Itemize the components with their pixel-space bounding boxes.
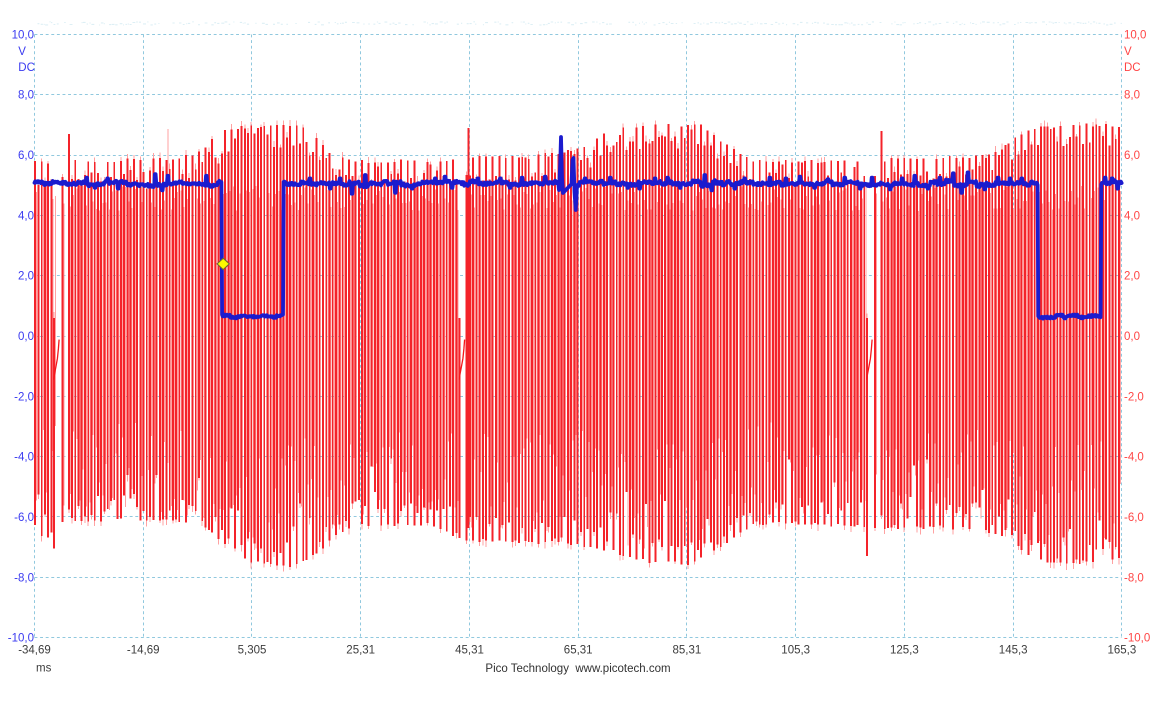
svg-text:65,31: 65,31 xyxy=(564,645,593,657)
svg-text:-4,0: -4,0 xyxy=(14,452,34,464)
svg-text:5,305: 5,305 xyxy=(238,645,267,657)
svg-text:DC: DC xyxy=(18,62,35,74)
svg-text:-14,69: -14,69 xyxy=(127,645,160,657)
svg-text:6,0: 6,0 xyxy=(18,150,34,162)
svg-text:-8,0: -8,0 xyxy=(14,572,34,584)
svg-text:85,31: 85,31 xyxy=(673,645,702,657)
svg-text:145,3: 145,3 xyxy=(999,645,1028,657)
svg-text:10,0: 10,0 xyxy=(1124,29,1146,41)
svg-text:45,31: 45,31 xyxy=(455,645,484,657)
svg-text:165,3: 165,3 xyxy=(1108,645,1137,657)
svg-text:-10,0: -10,0 xyxy=(1124,633,1150,645)
svg-text:-2,0: -2,0 xyxy=(14,391,34,403)
svg-text:4,0: 4,0 xyxy=(18,210,34,222)
svg-text:-2,0: -2,0 xyxy=(1124,391,1144,403)
svg-text:-34,69: -34,69 xyxy=(18,645,51,657)
svg-text:-8,0: -8,0 xyxy=(1124,572,1144,584)
svg-text:8,0: 8,0 xyxy=(18,90,34,102)
svg-text:10,0: 10,0 xyxy=(12,29,34,41)
svg-text:2,0: 2,0 xyxy=(1124,271,1140,283)
svg-text:105,3: 105,3 xyxy=(781,645,810,657)
svg-text:DC: DC xyxy=(1124,62,1141,74)
svg-text:125,3: 125,3 xyxy=(890,645,919,657)
svg-text:-10,0: -10,0 xyxy=(8,633,34,645)
svg-text:-6,0: -6,0 xyxy=(14,512,34,524)
svg-text:V: V xyxy=(18,46,26,58)
svg-text:25,31: 25,31 xyxy=(346,645,375,657)
svg-text:V: V xyxy=(1124,46,1132,58)
svg-text:ms: ms xyxy=(36,663,52,675)
svg-text:6,0: 6,0 xyxy=(1124,150,1140,162)
svg-text:Pico Technology www.picotech.: Pico Technology www.picotech.com xyxy=(485,663,670,675)
svg-text:-4,0: -4,0 xyxy=(1124,452,1144,464)
svg-text:4,0: 4,0 xyxy=(1124,210,1140,222)
svg-text:2,0: 2,0 xyxy=(18,271,34,283)
svg-text:0,0: 0,0 xyxy=(1124,331,1140,343)
svg-text:-6,0: -6,0 xyxy=(1124,512,1144,524)
svg-text:0,0: 0,0 xyxy=(18,331,34,343)
svg-text:8,0: 8,0 xyxy=(1124,90,1140,102)
